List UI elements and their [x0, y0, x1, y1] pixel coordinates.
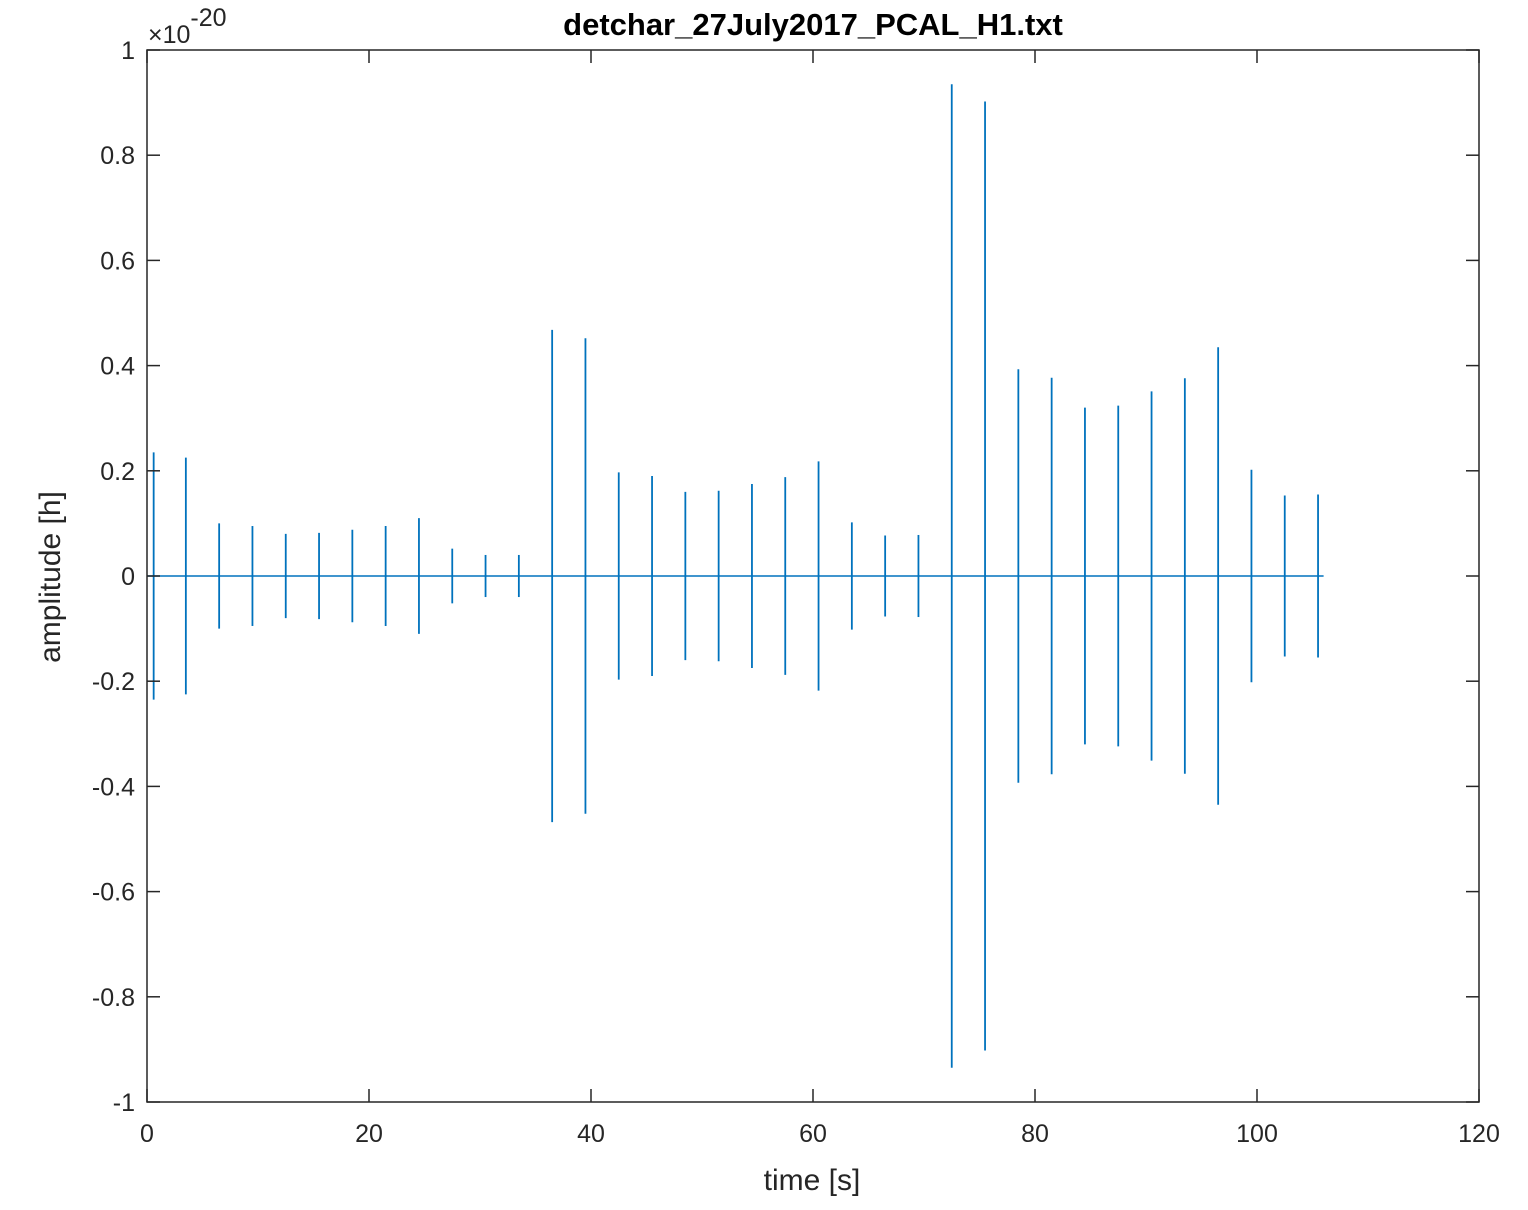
- x-axis-label: time [s]: [764, 1164, 861, 1197]
- y-tick-label: -1: [113, 1089, 135, 1117]
- y-tick-label: 0.2: [100, 458, 135, 486]
- x-tick-label: 120: [1458, 1120, 1500, 1148]
- chart-title: detchar_27July2017_PCAL_H1.txt: [563, 7, 1063, 42]
- y-axis-exponent: ×10-20: [148, 4, 227, 49]
- x-tick-label: 20: [355, 1120, 383, 1148]
- x-tick-label: 0: [140, 1120, 154, 1148]
- y-axis-exponent-base: ×10: [148, 21, 190, 49]
- y-tick-label: 0.8: [100, 142, 135, 170]
- y-tick-label: 0.4: [100, 353, 135, 381]
- y-tick-label: 1: [121, 37, 135, 65]
- plot-area: [147, 84, 1324, 1068]
- y-tick-label: -0.6: [92, 879, 135, 907]
- y-tick-label: -0.4: [92, 773, 135, 801]
- y-axis-label: amplitude [h]: [34, 491, 67, 663]
- y-tick-label: -0.8: [92, 984, 135, 1012]
- x-tick-label: 60: [799, 1120, 827, 1148]
- x-tick-label: 80: [1021, 1120, 1049, 1148]
- y-tick-label: 0: [121, 563, 135, 591]
- y-tick-label: 0.6: [100, 247, 135, 275]
- x-tick-label: 40: [577, 1120, 605, 1148]
- axes: 0 20 40 60 80 100 120 -1 -0.8 -0.6 -0.4 -0.2 0 0.2 0.4…: [92, 37, 1500, 1148]
- y-axis-exponent-power: -20: [190, 4, 226, 32]
- y-tick-label: -0.2: [92, 668, 135, 696]
- x-tick-label: 100: [1236, 1120, 1278, 1148]
